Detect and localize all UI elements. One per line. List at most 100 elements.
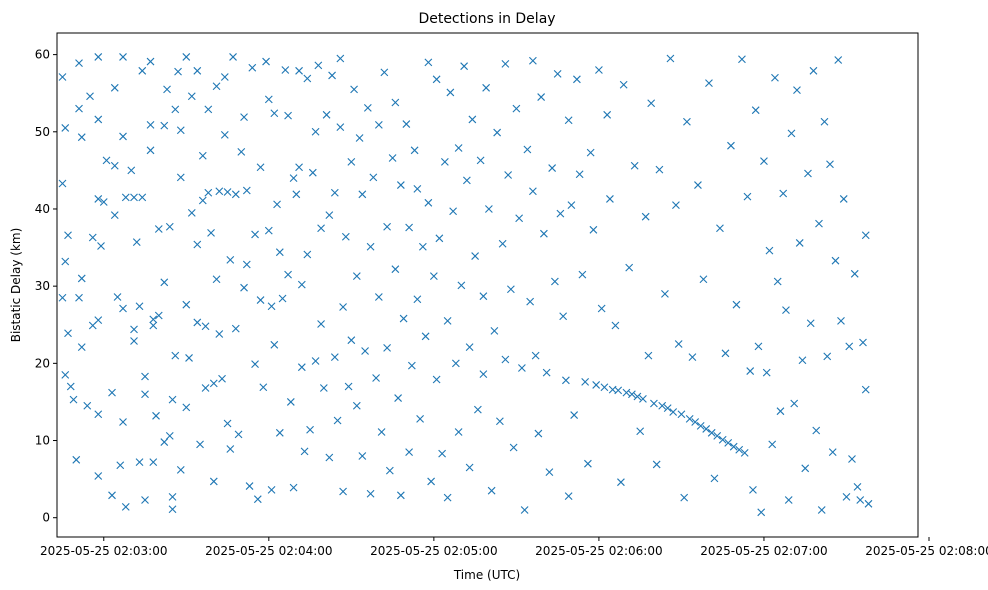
- data-point: [812, 426, 821, 435]
- data-points: [58, 53, 873, 517]
- data-point: [773, 277, 782, 286]
- data-point: [160, 121, 169, 130]
- data-point: [512, 104, 521, 113]
- data-point: [149, 458, 158, 467]
- data-point: [738, 55, 746, 64]
- data-point: [374, 120, 383, 129]
- data-point: [86, 92, 94, 101]
- data-point: [504, 171, 513, 179]
- data-point: [77, 133, 86, 142]
- data-point: [595, 66, 603, 74]
- data-point: [176, 465, 185, 474]
- data-point: [97, 242, 105, 250]
- data-point: [801, 464, 810, 473]
- x-axis: 2025-05-25 02:03:00 2025-05-25 02:04:00 20…: [40, 537, 988, 558]
- data-point: [297, 280, 306, 289]
- data-point: [204, 188, 213, 197]
- data-point: [625, 263, 634, 272]
- data-point: [165, 432, 174, 440]
- data-point: [201, 322, 210, 331]
- y-tick-label: 0: [42, 511, 50, 525]
- data-point: [630, 161, 639, 170]
- data-point: [64, 231, 72, 240]
- data-point: [429, 272, 438, 281]
- data-point: [787, 129, 796, 138]
- data-point: [251, 230, 259, 239]
- data-point: [275, 428, 284, 437]
- data-point: [141, 390, 149, 399]
- data-point: [760, 157, 768, 166]
- data-point: [223, 188, 232, 196]
- data-point: [633, 392, 642, 401]
- data-point: [374, 293, 383, 301]
- data-point: [383, 344, 391, 352]
- plot-frame: [56, 32, 919, 538]
- data-point: [355, 134, 364, 142]
- data-point: [768, 440, 777, 449]
- x-tick-label: 2025-05-25 02:07:00: [700, 544, 827, 558]
- data-point: [108, 491, 116, 500]
- data-point: [83, 401, 92, 410]
- data-point: [160, 438, 169, 446]
- data-point: [358, 452, 367, 460]
- data-point: [264, 95, 273, 104]
- data-point: [515, 214, 524, 223]
- data-point: [482, 83, 491, 92]
- data-point: [193, 240, 202, 249]
- data-point: [388, 154, 397, 162]
- data-point: [119, 53, 127, 61]
- data-point: [311, 127, 320, 136]
- data-point: [468, 115, 477, 124]
- data-point: [297, 363, 306, 372]
- data-point: [240, 113, 248, 122]
- data-point: [319, 384, 328, 392]
- data-point: [669, 408, 678, 416]
- data-point: [471, 252, 480, 260]
- data-point: [586, 148, 595, 157]
- data-point: [154, 311, 163, 320]
- data-point: [339, 487, 347, 496]
- data-point: [396, 181, 405, 189]
- data-point: [724, 438, 733, 447]
- data-point: [75, 104, 83, 113]
- data-point: [207, 229, 215, 237]
- data-point: [160, 278, 169, 287]
- data-point: [193, 66, 202, 75]
- data-point: [242, 186, 251, 195]
- data-point: [116, 461, 125, 470]
- data-point: [226, 256, 235, 264]
- data-point: [721, 349, 730, 358]
- data-point: [163, 85, 171, 94]
- chart-title: Detections in Delay: [418, 11, 555, 27]
- data-point: [853, 482, 862, 491]
- data-point: [168, 492, 177, 501]
- data-point: [182, 403, 191, 412]
- data-point: [597, 304, 606, 313]
- data-point: [240, 283, 248, 292]
- data-point: [636, 427, 645, 436]
- data-point: [306, 425, 314, 434]
- data-point: [201, 384, 210, 392]
- data-point: [341, 232, 350, 241]
- data-point: [707, 428, 716, 437]
- data-point: [113, 293, 122, 301]
- data-point: [782, 306, 790, 314]
- data-point: [209, 477, 218, 486]
- data-point: [325, 453, 334, 462]
- data-point: [110, 83, 119, 92]
- data-point: [165, 222, 174, 231]
- data-point: [735, 445, 744, 454]
- data-point: [603, 110, 612, 119]
- data-point: [864, 499, 873, 508]
- data-point: [130, 193, 138, 202]
- data-point: [58, 179, 67, 188]
- data-point: [300, 447, 309, 456]
- x-tick-label: 2025-05-25 02:06:00: [535, 544, 662, 558]
- data-point: [506, 285, 515, 294]
- data-point: [176, 126, 185, 135]
- data-point: [639, 394, 647, 403]
- data-point: [628, 390, 636, 399]
- data-point: [94, 316, 103, 325]
- data-point: [815, 219, 823, 228]
